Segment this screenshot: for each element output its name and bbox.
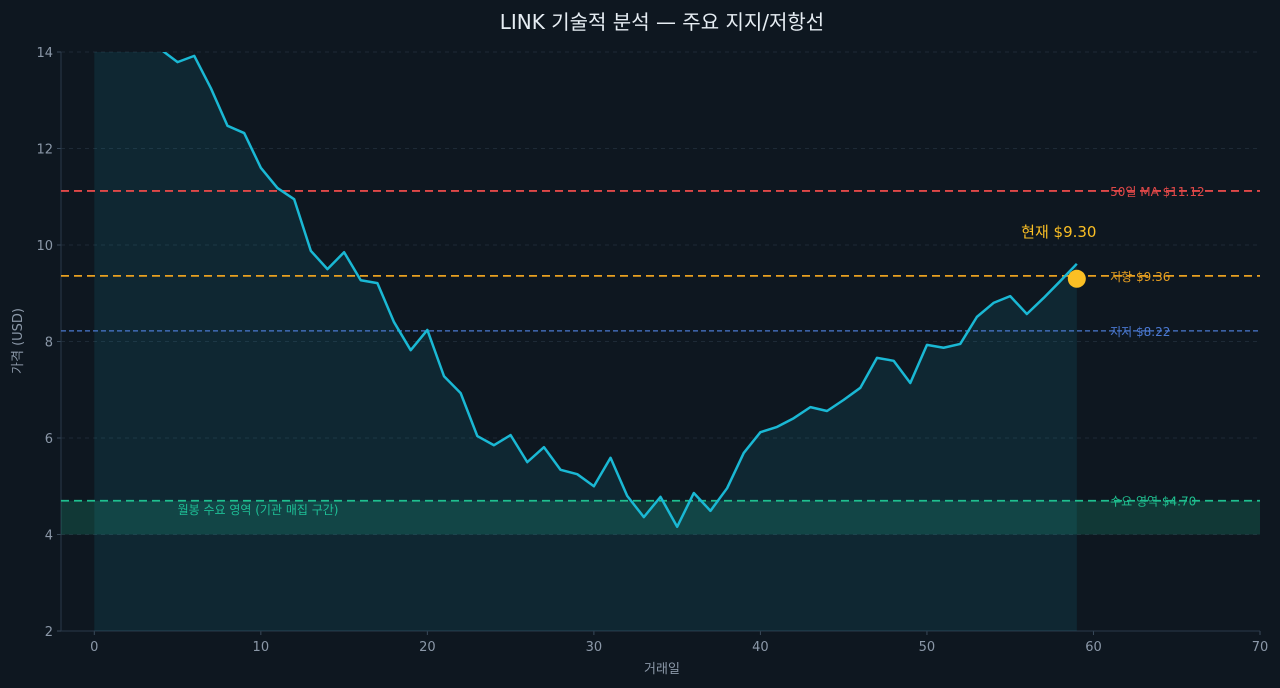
y-tick-label: 14 xyxy=(36,46,53,61)
y-tick-label: 4 xyxy=(45,529,53,544)
y-tick-label: 12 xyxy=(36,143,53,158)
y-tick-label: 2 xyxy=(45,625,53,640)
x-tick-label: 10 xyxy=(253,640,270,655)
level-label: 50일 MA $11.12 xyxy=(1110,185,1205,199)
y-tick-label: 6 xyxy=(45,432,53,447)
x-tick-label: 60 xyxy=(1085,640,1102,655)
demand-zone-band xyxy=(61,500,1260,535)
level-label: 지지 $8.22 xyxy=(1110,325,1170,339)
price-area-fill xyxy=(94,52,1077,631)
demand-zone-label: 월봉 수요 영역 (기관 매집 구간) xyxy=(178,503,339,517)
x-tick-label: 70 xyxy=(1252,640,1269,655)
y-axis-label: 가격 (USD) xyxy=(11,308,26,374)
x-tick-label: 0 xyxy=(90,640,98,655)
x-tick-label: 20 xyxy=(419,640,436,655)
x-tick-label: 30 xyxy=(586,640,603,655)
level-label: 저항 $9.36 xyxy=(1110,270,1170,284)
price-line xyxy=(162,52,1078,529)
y-tick-label: 10 xyxy=(36,239,53,254)
x-axis-label: 거래일 xyxy=(644,662,680,677)
chart-title: LINK 기술적 분석 — 주요 지지/저항선 xyxy=(500,10,824,34)
current-price-marker xyxy=(1067,269,1086,288)
level-label: 수요 영역 $4.70 xyxy=(1110,495,1196,509)
y-tick-label: 8 xyxy=(45,336,53,351)
x-tick-label: 40 xyxy=(752,640,769,655)
x-tick-label: 50 xyxy=(919,640,936,655)
current-price-label: 현재 $9.30 xyxy=(1021,223,1096,241)
